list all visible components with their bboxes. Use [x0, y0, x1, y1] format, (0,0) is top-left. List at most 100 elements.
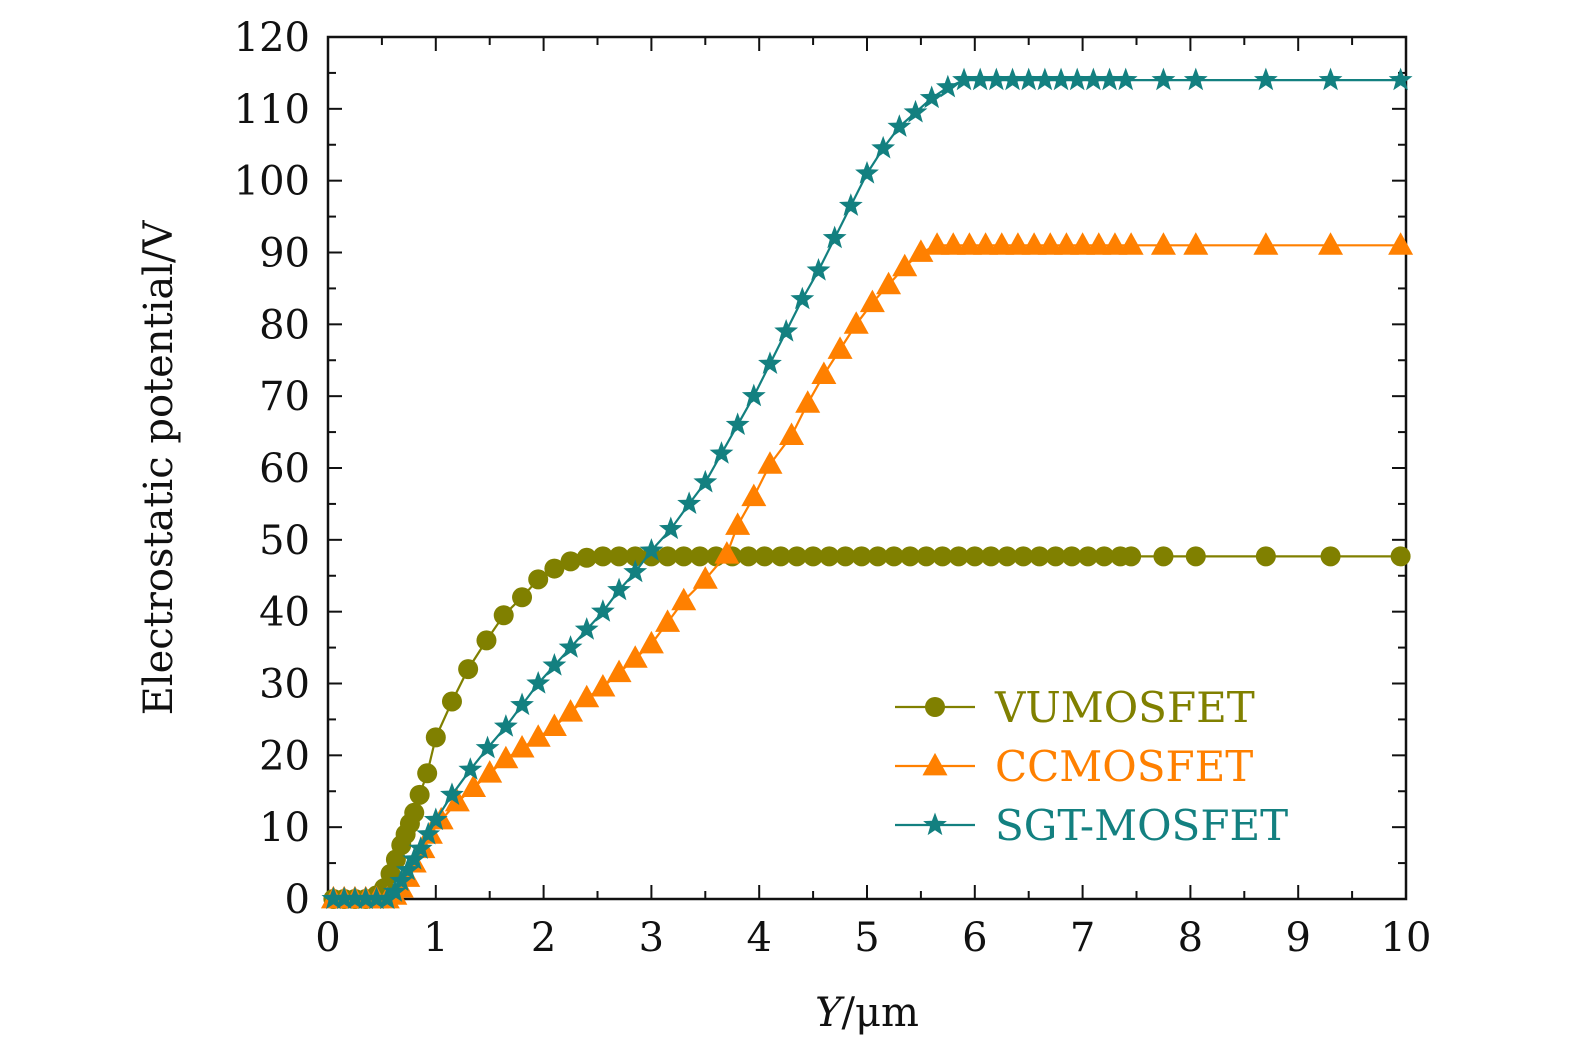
data-point	[774, 319, 799, 342]
data-point	[576, 547, 597, 568]
data-point	[1049, 67, 1073, 91]
y-tick-label: 100	[234, 159, 310, 205]
data-point	[673, 546, 694, 567]
data-point	[827, 336, 853, 359]
data-point	[940, 232, 966, 255]
data-point	[851, 546, 872, 567]
data-point	[510, 692, 534, 716]
data-point	[1077, 546, 1098, 567]
data-point	[606, 659, 632, 683]
data-point	[757, 451, 783, 474]
data-point	[671, 587, 697, 611]
data-point	[770, 546, 791, 567]
data-point	[692, 566, 718, 589]
data-point	[622, 645, 648, 668]
data-point	[964, 546, 985, 567]
y-tick-label: 120	[234, 15, 310, 61]
data-point	[1388, 232, 1414, 255]
y-tick-label: 20	[259, 733, 310, 779]
axis-ticks	[327, 36, 1407, 900]
data-point	[1005, 232, 1031, 255]
data-point	[1000, 67, 1025, 91]
data-point	[871, 135, 896, 159]
data-point	[364, 886, 389, 910]
data-point	[408, 836, 433, 859]
data-point	[1253, 232, 1279, 255]
data-point	[738, 546, 759, 567]
data-point	[1183, 232, 1209, 255]
data-point	[1081, 67, 1106, 91]
y-tick-label: 0	[285, 877, 310, 923]
y-tick-label: 10	[259, 805, 310, 851]
data-point	[741, 383, 766, 407]
data-point	[544, 558, 565, 579]
data-point	[526, 671, 551, 694]
data-point	[639, 538, 664, 561]
data-point	[948, 546, 969, 567]
data-point	[525, 724, 551, 747]
data-point	[638, 630, 664, 654]
x-axis-label-unit: /μm	[842, 990, 919, 1036]
y-tick-label: 80	[259, 302, 310, 348]
data-point	[741, 483, 767, 507]
data-point	[919, 85, 944, 109]
data-point	[425, 727, 446, 748]
data-point	[590, 673, 616, 697]
data-point	[560, 551, 581, 572]
data-point	[476, 630, 497, 651]
data-point	[1113, 67, 1138, 91]
data-point	[1037, 232, 1063, 255]
data-point	[838, 193, 863, 216]
data-point	[382, 879, 407, 902]
data-point	[819, 546, 840, 567]
data-point	[859, 289, 885, 313]
data-point	[1253, 67, 1278, 91]
data-point	[1086, 232, 1112, 255]
data-point	[607, 577, 631, 601]
data-point	[609, 546, 630, 567]
data-point	[1053, 232, 1079, 255]
data-point	[932, 546, 953, 567]
y-tick-label: 50	[259, 518, 310, 564]
data-point	[1013, 546, 1034, 567]
data-point	[980, 546, 1001, 567]
legend-label: CCMOSFET	[995, 742, 1253, 791]
data-point	[493, 605, 514, 626]
data-point	[1185, 546, 1206, 567]
x-tick-label: 0	[315, 915, 340, 961]
data-point	[1318, 67, 1343, 91]
data-point	[1118, 232, 1144, 255]
data-point	[423, 807, 448, 831]
data-point	[657, 546, 678, 567]
data-point	[1045, 546, 1066, 567]
data-point	[892, 253, 918, 277]
legend-item: CCMOSFET	[895, 742, 1253, 791]
data-point	[900, 546, 921, 567]
data-point	[989, 232, 1015, 255]
data-point	[353, 886, 378, 910]
x-tick-label: 10	[1381, 915, 1432, 961]
data-point	[806, 257, 831, 281]
data-point	[542, 653, 567, 676]
x-tick-label: 4	[746, 915, 771, 961]
legend-marker	[922, 752, 948, 776]
x-axis-label: Y/μm	[815, 990, 919, 1036]
data-point	[855, 160, 879, 184]
data-point	[592, 546, 613, 567]
data-point	[409, 784, 430, 805]
data-point	[725, 412, 750, 436]
data-point	[1061, 546, 1082, 567]
data-point	[758, 351, 782, 374]
data-point	[402, 846, 427, 870]
data-point	[1255, 546, 1276, 567]
data-point	[1390, 546, 1411, 567]
data-point	[709, 441, 734, 464]
data-point	[321, 886, 346, 910]
data-point	[558, 635, 583, 658]
data-point	[458, 757, 483, 780]
data-point	[689, 546, 710, 567]
data-point	[1183, 67, 1208, 91]
data-point	[968, 67, 993, 91]
